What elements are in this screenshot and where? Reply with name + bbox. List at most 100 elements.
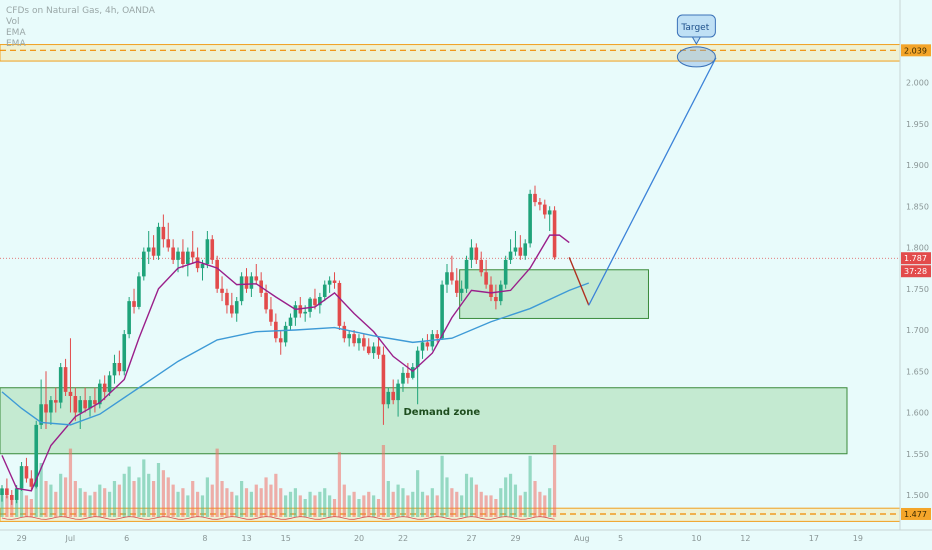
candle-body <box>24 466 29 479</box>
volume-bar <box>504 477 508 517</box>
candle-body <box>308 298 312 312</box>
candle-body <box>186 251 190 264</box>
volume-bar <box>328 495 332 517</box>
x-tick-label: 17 <box>809 534 819 543</box>
candle-body <box>327 280 332 285</box>
volume-bar <box>440 455 444 517</box>
volume-bar <box>107 491 112 517</box>
volume-bar <box>460 495 464 517</box>
volume-bar <box>279 488 283 517</box>
candle-body <box>420 342 425 351</box>
volume-bar <box>230 491 234 517</box>
candle-body <box>538 202 542 205</box>
candle-body <box>254 276 259 281</box>
volume-bar <box>93 491 97 517</box>
volume-bar <box>240 481 244 517</box>
candle-body <box>278 338 283 343</box>
candle-body <box>112 363 117 376</box>
volume-bar <box>39 463 43 517</box>
volume-bar <box>244 488 249 517</box>
candle-body <box>220 288 224 293</box>
candle-body <box>14 488 19 500</box>
volume-bar <box>464 473 469 517</box>
volume-bar <box>166 477 170 517</box>
volume-bar <box>323 488 327 517</box>
candle-body <box>34 424 39 487</box>
bar-countdown-label-bg <box>901 265 931 278</box>
volume-bar <box>313 495 317 517</box>
volume-bar <box>284 495 288 517</box>
candle-body <box>454 280 459 293</box>
resistance-price-label: 2.039 <box>904 46 927 55</box>
resistance-price-label-bg <box>901 44 931 57</box>
demand-zone-label: Demand zone <box>404 407 481 418</box>
volume-bar <box>435 495 439 517</box>
volume-bar <box>352 491 356 517</box>
volume-bar <box>24 495 29 517</box>
volume-bar <box>29 499 33 517</box>
candle-body <box>459 288 464 293</box>
candle-body <box>0 488 4 495</box>
candle-body <box>122 334 127 372</box>
x-tick-label: 13 <box>242 534 252 543</box>
zones-layer: Demand zone <box>0 269 848 455</box>
x-tick-label: Aug <box>574 534 590 543</box>
volume-bar <box>5 495 9 517</box>
volume-bar <box>88 495 92 517</box>
volume-bar <box>303 499 307 517</box>
candle-body <box>190 251 195 258</box>
volume-bar <box>543 495 547 517</box>
candle-body <box>63 367 68 392</box>
volume-bar <box>83 491 87 517</box>
indicator-ema-1: EMA <box>6 28 26 38</box>
candle-body <box>58 367 63 403</box>
candle-body <box>5 488 9 495</box>
x-tick-label: 22 <box>398 534 408 543</box>
candle-body <box>146 247 151 252</box>
volume-bar <box>44 481 48 517</box>
target-label: Target <box>680 23 709 33</box>
volume-oscillator-line <box>1 516 555 520</box>
candle-body <box>166 239 171 248</box>
volume-bar <box>269 484 273 517</box>
volume-bar <box>147 473 151 517</box>
x-tick-label: 27 <box>466 534 476 543</box>
candle-body <box>542 204 547 215</box>
volume-bar <box>474 484 478 517</box>
volume-bar <box>186 495 190 517</box>
candle-body <box>171 247 175 260</box>
volume-bar <box>191 481 195 517</box>
volume-bar <box>200 495 205 517</box>
y-tick-label: 1.850 <box>906 202 929 211</box>
candle-body <box>293 305 298 318</box>
candle-body <box>464 259 469 289</box>
candle-body <box>396 383 400 401</box>
candle-body <box>313 298 317 306</box>
indicator-vol: Vol <box>6 17 19 27</box>
y-tick-label: 1.700 <box>906 326 929 335</box>
volume-bar <box>10 499 14 517</box>
volume-bar <box>411 491 415 517</box>
volume-bar <box>362 495 366 517</box>
volume-bar <box>161 470 165 517</box>
volume-bar <box>420 491 425 517</box>
volume-bar <box>19 477 24 517</box>
volume-bar <box>171 484 175 517</box>
candle-body <box>283 325 288 343</box>
volume-bar <box>112 481 117 517</box>
candle-body <box>53 400 58 403</box>
volume-bar <box>479 491 483 517</box>
y-tick-label: 1.650 <box>906 367 929 376</box>
resistance-band <box>0 44 901 62</box>
volume-bar <box>205 477 209 517</box>
volume-bar <box>381 445 386 517</box>
candle-body <box>181 251 185 264</box>
candle-body <box>318 297 322 306</box>
candle-body <box>137 276 141 307</box>
candle-body <box>528 193 532 244</box>
volume-bar <box>450 488 454 517</box>
x-tick-label: 15 <box>281 534 291 543</box>
